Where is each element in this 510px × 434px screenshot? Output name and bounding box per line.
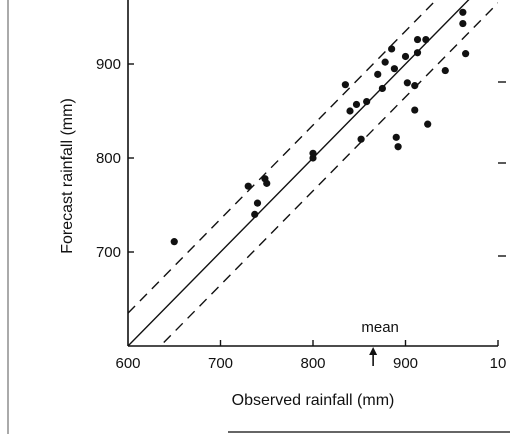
x-tick-label: 900 (393, 355, 418, 372)
data-point (462, 50, 470, 58)
data-point (390, 65, 398, 73)
data-point (394, 143, 402, 151)
mean-arrow-head (369, 347, 378, 355)
data-point (309, 149, 317, 157)
mean-annotation: mean (361, 319, 399, 366)
data-point (392, 133, 400, 141)
data-point (244, 182, 252, 190)
axes (127, 0, 498, 347)
data-point (403, 79, 411, 87)
data-point (378, 84, 386, 93)
data-point (341, 81, 349, 89)
data-point (352, 100, 361, 109)
data-point (251, 210, 259, 218)
data-point (357, 135, 365, 143)
reference-lines (128, 0, 498, 346)
dashed-bound-line-1 (128, 0, 438, 314)
data-point (424, 120, 432, 128)
x-axis-label: Observed rainfall (mm) (232, 392, 395, 409)
data-point (422, 35, 430, 44)
tick-labels: 600700800900107008009001000 (96, 56, 507, 372)
y-axis-label: Forecast rainfall (mm) (59, 98, 76, 254)
data-point (413, 35, 422, 44)
data-point (459, 8, 467, 16)
data-point (253, 199, 262, 207)
dashed-bound-line-2 (159, 2, 498, 346)
y-tick-label: 800 (96, 150, 121, 167)
data-point (411, 82, 419, 90)
tick-marks (128, 63, 499, 346)
data-point (401, 52, 410, 61)
x-tick-label: 600 (115, 355, 140, 372)
data-point (263, 179, 271, 187)
y-tick-label: 900 (96, 56, 121, 73)
data-point (374, 70, 382, 78)
data-point (381, 58, 389, 66)
data-point (441, 66, 449, 75)
one-to-one-line (128, 0, 470, 346)
data-point (363, 98, 371, 106)
data-point (170, 238, 178, 246)
data-point (459, 19, 467, 28)
data-points (170, 8, 470, 246)
mean-label: mean (361, 319, 399, 336)
x-tick-label: 800 (300, 355, 325, 372)
data-point (411, 106, 419, 114)
right-edge-ticks (498, 81, 506, 257)
data-point (413, 49, 422, 57)
data-point (346, 107, 354, 115)
x-tick-label: 10 (490, 355, 507, 372)
y-tick-label: 700 (96, 244, 121, 261)
x-tick-label: 700 (208, 355, 233, 372)
data-point (388, 45, 396, 53)
